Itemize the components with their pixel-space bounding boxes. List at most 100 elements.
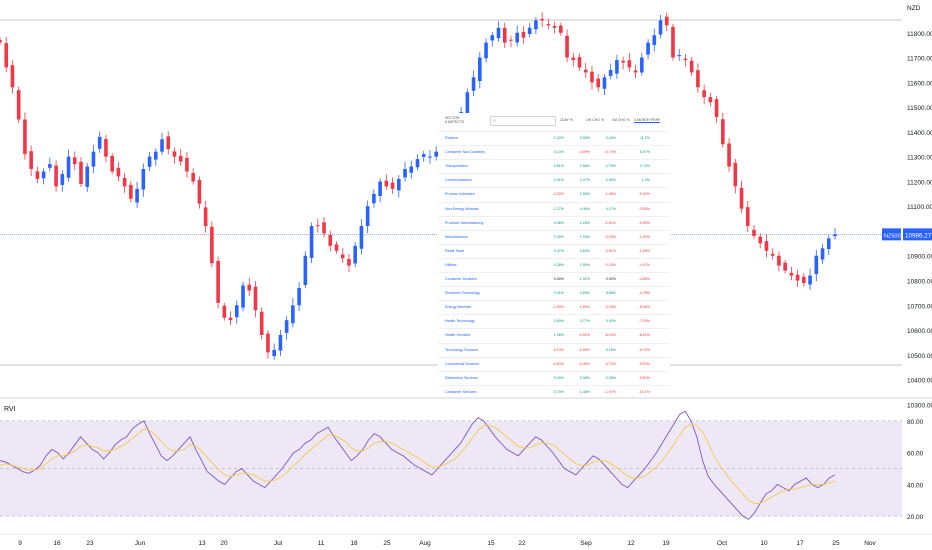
candle-body bbox=[303, 255, 308, 285]
sector-row[interactable]: Technology Services -0.14% -1.26% 5.19% -8.7… bbox=[438, 342, 670, 358]
candle-body bbox=[147, 156, 152, 167]
price-tick-label: 11500.00 bbox=[907, 105, 932, 112]
candle-body bbox=[35, 171, 40, 179]
candle-body bbox=[353, 245, 357, 264]
sector-row[interactable]: Consumer Durables 0.00% 1.91% 0.00% -4.65% bbox=[438, 272, 670, 287]
candle-body bbox=[415, 159, 420, 168]
candle-body bbox=[745, 207, 750, 227]
candle-body bbox=[478, 57, 482, 82]
sector-value: 0.70% bbox=[553, 389, 564, 394]
candle-body bbox=[228, 317, 233, 321]
candle-body bbox=[559, 25, 563, 33]
price-tick-label: 10500.00 bbox=[907, 353, 932, 360]
candle-body bbox=[758, 236, 763, 244]
sector-table-header: SECTOR 6 ASPECTS ⌕ 1DAY % 1W CHG % 1M CH… bbox=[438, 113, 670, 131]
candle-body bbox=[677, 55, 682, 57]
candle-body bbox=[4, 43, 9, 68]
sector-name: Commercial Services bbox=[445, 361, 479, 366]
time-tick-label: 22 bbox=[518, 540, 526, 547]
sector-value: 2.27% bbox=[553, 206, 564, 211]
sector-row[interactable]: Communications 0.41% 2.37% 2.68% 1.0% bbox=[438, 173, 670, 188]
candle-body bbox=[652, 35, 657, 45]
sector-value: -0.14% bbox=[552, 347, 564, 352]
candle-body bbox=[365, 206, 370, 227]
sector-search-input[interactable]: ⌕ bbox=[490, 116, 556, 126]
sector-row[interactable]: Commercial Services -0.63% -0.46% -5.72% -9.… bbox=[438, 356, 670, 372]
col-1day-header[interactable]: 1DAY % bbox=[560, 118, 573, 122]
time-tick-label: Sep bbox=[580, 540, 592, 547]
time-tick-label: Nov bbox=[864, 540, 876, 547]
time-tick-label: Jul bbox=[274, 540, 283, 547]
time-tick-label: 17 bbox=[796, 540, 804, 547]
candle-body bbox=[721, 119, 725, 145]
candle-body bbox=[428, 156, 432, 158]
candle-body bbox=[596, 78, 601, 88]
sector-row[interactable]: Non-Energy Minerals 2.27% 4.46% 4.17% -0.50% bbox=[438, 201, 670, 217]
price-tick-label: 10900.00 bbox=[907, 254, 932, 261]
col-3m-header[interactable]: 3-MONTH PERF bbox=[634, 118, 661, 123]
sector-value: 2.75% bbox=[605, 164, 616, 169]
sector-row[interactable]: Process Industries -0.22% 1.95% -1.06% -0.22… bbox=[438, 187, 670, 202]
candle-body bbox=[340, 254, 345, 259]
sector-row[interactable]: Consumer Services 0.70% 1.48% -1.97% -10.1% bbox=[438, 384, 670, 400]
candle-body bbox=[384, 180, 389, 187]
sector-value: 1.98% bbox=[553, 333, 564, 338]
candle-body bbox=[104, 139, 108, 157]
sector-value: -1.06% bbox=[604, 192, 616, 197]
sector-value: -4.78% bbox=[638, 291, 650, 296]
sector-value: -4.65% bbox=[638, 277, 650, 281]
col-1m-header[interactable]: 1M CHG % bbox=[612, 118, 630, 122]
sector-value: -5.72% bbox=[604, 361, 616, 366]
sector-value: -0.46% bbox=[578, 361, 590, 366]
time-tick-label: 10 bbox=[760, 540, 768, 547]
candle-body bbox=[16, 90, 21, 120]
sector-value: 2.22% bbox=[553, 136, 564, 140]
sector-value: 0.95% bbox=[579, 136, 590, 140]
sector-row[interactable]: Electronic Technology 0.41% 0.89% 5.68% -4.7… bbox=[438, 286, 670, 301]
candle-body bbox=[116, 167, 121, 177]
candle-body bbox=[490, 35, 495, 41]
last-price-tag-bg bbox=[903, 228, 932, 241]
candle-body bbox=[347, 258, 351, 266]
sector-row[interactable]: Health Services 1.98% -0.91% -6.19% -8.22% bbox=[438, 328, 670, 343]
sector-row[interactable]: Miscellaneous 2.35% 1.93% -0.34% -1.50% bbox=[438, 229, 670, 245]
sector-row[interactable]: Finance 2.22% 0.95% 9.43% 11.1% bbox=[438, 131, 670, 146]
sector-row[interactable]: Energy Minerals -1.90% -1.80% -2.03% -5.06% bbox=[438, 300, 670, 315]
candle-body bbox=[615, 60, 619, 74]
sector-row[interactable]: Producer Manufacturing 0.46% 1.28% -2.01% -0… bbox=[438, 215, 670, 231]
price-tick-label: 11300.00 bbox=[907, 155, 932, 162]
sector-value: -1.80% bbox=[578, 305, 590, 310]
candle-body bbox=[397, 178, 401, 191]
symbol-tag-bg bbox=[882, 228, 901, 241]
sector-row[interactable]: Health Technology 0.60% 2.77% 0.40% -7.19% bbox=[438, 314, 670, 329]
sector-row[interactable]: Transportation 0.81% 2.56% 2.75% 2.74% bbox=[438, 159, 670, 174]
col-1w-header[interactable]: 1W CHG % bbox=[586, 118, 605, 122]
sector-row[interactable]: Consumer Non-Durables 0.13% -0.09% -0.74% 6.… bbox=[438, 145, 670, 160]
sector-name: Communications bbox=[445, 178, 472, 183]
sector-row[interactable]: Utilities 0.28% 1.55% -0.33% -4.47% bbox=[438, 257, 670, 273]
candle-body bbox=[646, 42, 650, 55]
candle-body bbox=[72, 157, 77, 165]
candle-body bbox=[795, 274, 800, 281]
sector-row[interactable]: Distribution Services 0.40% 0.38% 0.28% -9.8… bbox=[438, 370, 670, 386]
sector-value: -0.33% bbox=[604, 262, 616, 267]
candle-body bbox=[272, 349, 276, 357]
sector-name: Health Technology bbox=[445, 319, 475, 324]
sector-value: -1.90% bbox=[552, 305, 564, 310]
candle-body bbox=[54, 165, 58, 187]
candle-body bbox=[372, 193, 376, 204]
currency-label: NZD bbox=[907, 5, 921, 12]
sector-name: Retail Trade bbox=[445, 248, 465, 253]
sector-name: Miscellaneous bbox=[445, 234, 468, 239]
candle-body bbox=[97, 136, 102, 149]
candle-body bbox=[153, 151, 158, 160]
sector-row[interactable]: Retail Trade 0.47% 3.83% -2.61% -1.85% bbox=[438, 243, 670, 259]
sector-value: -0.50% bbox=[638, 206, 650, 211]
sector-value: -0.22% bbox=[638, 192, 650, 197]
candle-body bbox=[621, 60, 625, 63]
candle-body bbox=[671, 26, 675, 58]
sector-value: -8.72% bbox=[638, 347, 650, 352]
sector-value: 0.41% bbox=[553, 178, 564, 183]
candle-body bbox=[783, 262, 787, 271]
